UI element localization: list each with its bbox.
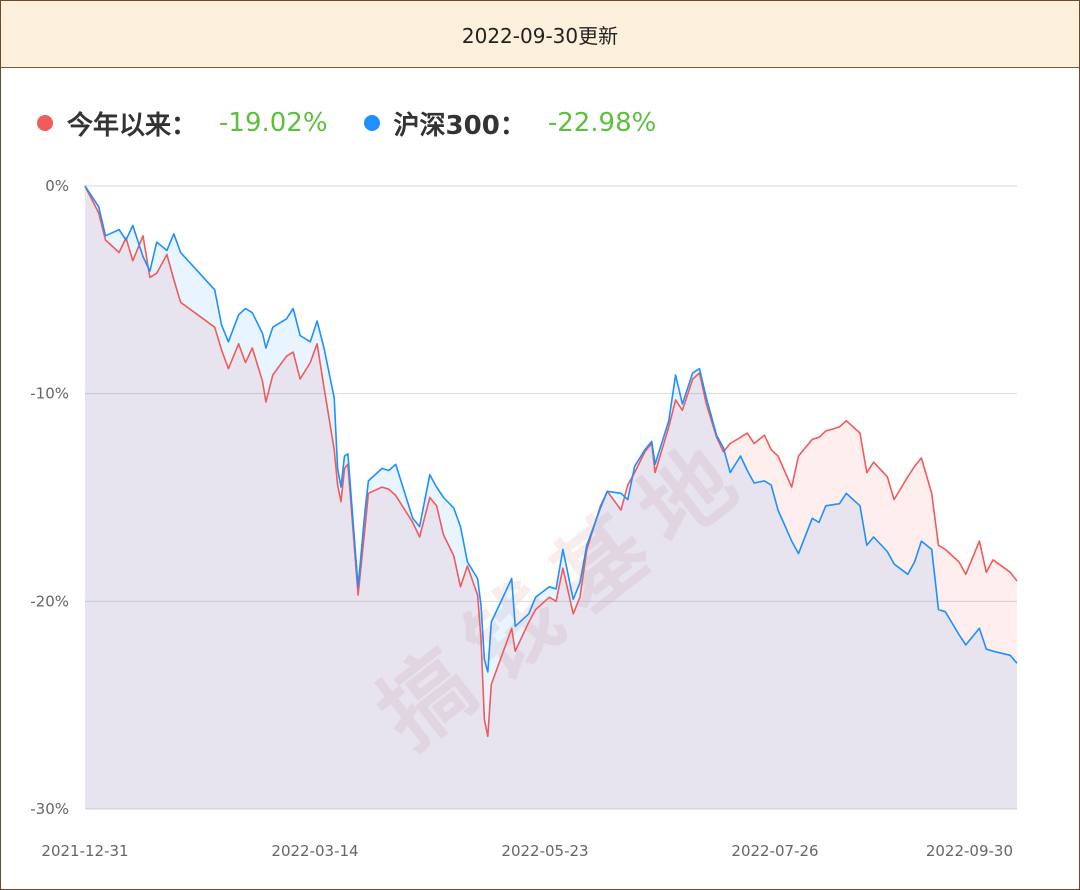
legend-item-hs300[interactable]: 沪深300： -22.98%	[363, 105, 657, 142]
y-tick-label: -30%	[30, 800, 69, 818]
legend-label-hs300: 沪深300：	[393, 110, 526, 141]
x-tick-label: 2021-12-31	[41, 842, 128, 860]
x-tick-label: 2022-09-30	[926, 842, 1013, 860]
series-area-1	[85, 186, 1017, 809]
y-tick-label: 0%	[45, 177, 69, 195]
x-tick-label: 2022-05-23	[501, 842, 588, 860]
legend-label-fund: 今年以来：	[67, 110, 198, 141]
series-line-hs300	[84, 185, 1018, 673]
series-line-fund	[84, 185, 1018, 738]
series-area-0	[85, 186, 1017, 809]
legend-dot-fund-icon	[37, 115, 53, 131]
y-tick-label: -10%	[30, 385, 69, 403]
x-tick-label: 2022-03-14	[271, 842, 358, 860]
update-date-header: 2022-09-30更新	[1, 1, 1079, 68]
legend: 今年以来： -19.02% 沪深300： -22.98%	[37, 101, 692, 145]
legend-dot-hs300-icon	[363, 115, 380, 131]
y-tick-label: -20%	[30, 592, 69, 610]
x-tick-label: 2022-07-26	[731, 842, 818, 860]
legend-value-hs300: -22.98%	[547, 108, 657, 138]
legend-item-fund[interactable]: 今年以来： -19.02%	[37, 105, 328, 142]
performance-line-chart: 搞钱基地0%-10%-20%-30%2021-12-312022-03-1420…	[30, 177, 1018, 860]
update-date-title: 2022-09-30更新	[461, 23, 619, 48]
legend-value-fund: -19.02%	[219, 108, 328, 138]
